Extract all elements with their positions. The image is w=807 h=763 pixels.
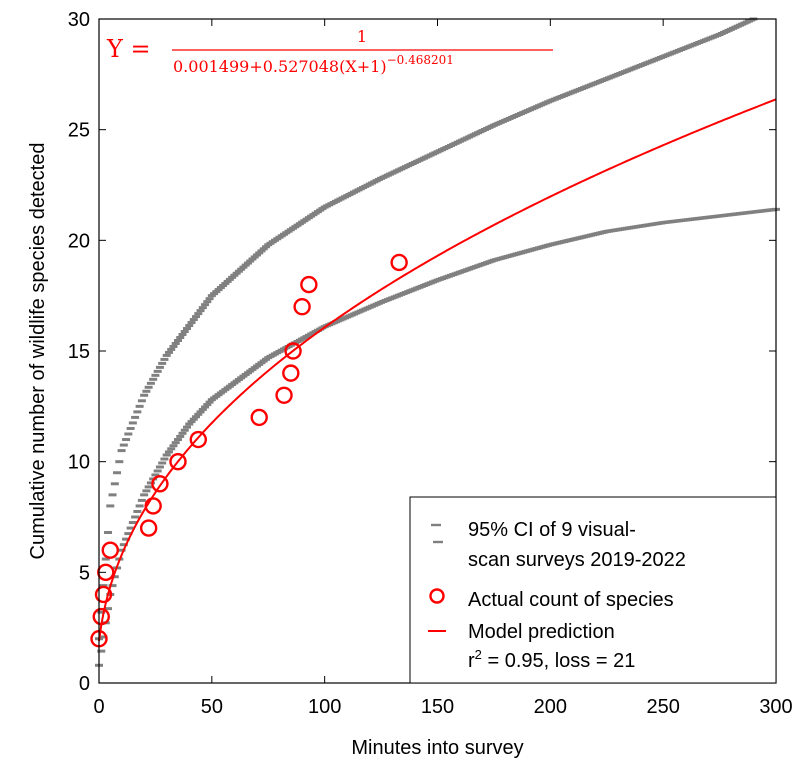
equation-lhs: Y = [106, 35, 151, 63]
legend-fit-stats: r2 = 0.95, loss = 21 [468, 647, 635, 672]
observed-point [169, 452, 187, 471]
legend-ci-label-line2: scan surveys 2019-2022 [468, 549, 686, 571]
observed-point [293, 298, 311, 316]
y-axis-title: Cumulative number of wildlife species de… [27, 143, 49, 560]
x-tick-label: 200 [534, 696, 567, 718]
legend-observed-symbol [429, 588, 445, 604]
observed-point [390, 253, 408, 272]
observed-point [94, 585, 113, 604]
y-axis-ticks: 0 5 10 15 20 25 30 [68, 9, 776, 695]
observed-point [282, 364, 300, 382]
legend-ci-label-line1: 95% CI of 9 visual- [468, 519, 636, 541]
y-tick-label: 0 [79, 673, 90, 695]
observed-point [97, 563, 115, 582]
x-tick-label: 150 [421, 696, 454, 718]
y-tick-label: 5 [79, 562, 90, 584]
x-tick-label: 50 [201, 696, 223, 718]
y-tick-label: 20 [68, 230, 90, 252]
y-tick-label: 15 [68, 341, 90, 363]
observed-point [101, 541, 119, 559]
legend-box [409, 496, 777, 684]
legend-observed-label: Actual count of species [468, 589, 674, 611]
x-tick-label: 100 [308, 696, 341, 718]
equation-numerator: 1 [357, 27, 367, 46]
x-axis-ticks: 0 50 100 150 200 250 300 [93, 19, 793, 718]
observed-point [92, 607, 110, 626]
observed-point [189, 430, 207, 449]
x-tick-label: 0 [93, 696, 104, 718]
observed-point [284, 342, 302, 360]
observed-point [144, 497, 162, 515]
x-tick-label: 300 [759, 696, 792, 718]
equation-denominator: 0.001499+0.527048(X+1)−0.468201 [173, 53, 454, 76]
legend-model-label: Model prediction [468, 621, 615, 643]
observed-point [250, 408, 268, 427]
model-curve-layer [98, 98, 777, 642]
observed-point [300, 275, 318, 294]
ci-band-layer [95, 17, 780, 667]
y-tick-label: 30 [68, 9, 90, 31]
y-tick-label: 10 [68, 452, 90, 474]
observed-points-layer [90, 253, 408, 648]
observed-point [275, 386, 293, 404]
y-tick-label: 25 [68, 120, 90, 142]
observed-point [139, 519, 158, 537]
model-prediction-line [98, 98, 777, 642]
x-axis-title: Minutes into survey [351, 737, 523, 759]
x-tick-label: 250 [646, 696, 679, 718]
observed-point [151, 475, 169, 493]
model-equation: Y = 1 0.001499+0.527048(X+1)−0.468201 [106, 27, 553, 76]
legend: 95% CI of 9 visual- scan surveys 2019-20… [409, 496, 777, 684]
